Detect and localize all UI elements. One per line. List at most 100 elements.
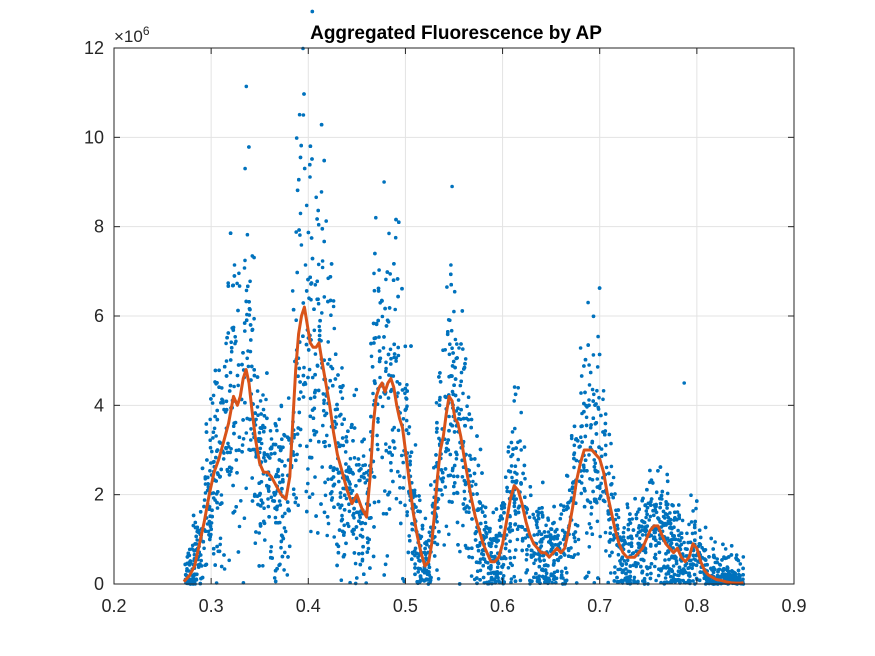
scatter-point (535, 520, 539, 524)
scatter-point (688, 574, 692, 578)
scatter-point (418, 509, 422, 514)
scatter-point (666, 521, 670, 526)
scatter-point (452, 309, 456, 314)
scatter-point (483, 520, 488, 525)
scatter-point (252, 494, 257, 498)
scatter-point (280, 459, 284, 464)
scatter-point (299, 243, 304, 247)
scatter-point (516, 386, 520, 390)
scatter-point (632, 575, 637, 580)
scatter-point (559, 503, 563, 507)
scatter-point (514, 479, 519, 483)
scatter-point (401, 417, 406, 421)
chart-title: Aggregated Fluorescence by AP (310, 23, 602, 44)
scatter-point (351, 527, 356, 532)
scatter-point (229, 340, 233, 345)
scatter-point (252, 316, 256, 321)
scatter-point (229, 346, 234, 350)
scatter-point (372, 336, 377, 341)
scatter-point (546, 518, 551, 522)
scatter-point (549, 548, 554, 552)
scatter-point (273, 579, 278, 584)
scatter-point (372, 500, 377, 505)
scatter-point (304, 489, 309, 494)
scatter-point (296, 374, 300, 379)
scatter-point (413, 566, 417, 570)
scatter-point (333, 352, 338, 357)
scatter-point (285, 573, 290, 577)
scatter-point (392, 352, 397, 356)
scatter-point (320, 265, 325, 270)
scatter-point (623, 571, 628, 576)
scatter-point (375, 442, 380, 447)
scatter-point (693, 519, 697, 524)
scatter-point (516, 510, 521, 515)
scatter-point (225, 450, 230, 455)
scatter-point (587, 403, 591, 408)
scatter-point (678, 539, 682, 543)
scatter-point (582, 409, 586, 414)
scatter-point (342, 417, 347, 422)
scatter-point (588, 425, 593, 430)
scatter-point (741, 577, 745, 582)
scatter-point (502, 510, 506, 515)
scatter-point (560, 569, 564, 574)
scatter-point (269, 452, 274, 456)
scatter-point (405, 404, 409, 409)
scatter-point (312, 328, 317, 333)
scatter-point (512, 504, 517, 509)
scatter-point (420, 523, 425, 528)
scatter-point (396, 294, 400, 299)
scatter-point (652, 513, 656, 518)
scatter-point (593, 461, 598, 466)
scatter-point (243, 166, 247, 171)
scatter-point (257, 493, 262, 497)
scatter-point (396, 428, 401, 433)
scatter-point (418, 574, 423, 578)
scatter-point (224, 341, 228, 346)
scatter-point (246, 284, 250, 289)
scatter-point (438, 380, 443, 384)
scatter-point (325, 433, 329, 438)
scatter-point (453, 377, 458, 381)
scatter-point (235, 373, 240, 378)
scatter-point (516, 457, 520, 462)
scatter-point (558, 516, 563, 521)
scatter-point (218, 474, 222, 479)
scatter-point (682, 381, 686, 385)
scatter-point (425, 572, 430, 576)
scatter-point (720, 558, 724, 562)
scatter-point (645, 487, 649, 492)
scatter-point (215, 448, 220, 452)
scatter-point (228, 370, 233, 375)
scatter-point (323, 493, 328, 498)
scatter-point (470, 517, 474, 521)
scatter-point (625, 502, 630, 507)
scatter-point (391, 439, 396, 444)
scatter-point (237, 448, 241, 452)
scatter-point (553, 529, 557, 534)
scatter-point (312, 395, 317, 399)
scatter-point (448, 342, 452, 347)
scatter-point (306, 230, 311, 235)
scatter-point (274, 474, 278, 479)
scatter-point (203, 529, 208, 533)
scatter-point (574, 437, 579, 441)
scatter-point (572, 536, 577, 540)
scatter-point (593, 469, 598, 474)
scatter-point (479, 506, 483, 511)
scatter-point (306, 467, 310, 471)
scatter-point (515, 527, 520, 531)
scatter-point (304, 289, 309, 293)
scatter-point (344, 439, 349, 443)
scatter-point (371, 554, 376, 559)
scatter-point (301, 395, 306, 399)
scatter-point (546, 576, 551, 581)
scatter-point (478, 501, 483, 505)
scatter-point (376, 289, 381, 293)
scatter-point (704, 577, 709, 582)
scatter-point (244, 299, 248, 304)
scatter-point (317, 439, 321, 444)
scatter-point (418, 559, 422, 563)
scatter-point (646, 501, 651, 506)
